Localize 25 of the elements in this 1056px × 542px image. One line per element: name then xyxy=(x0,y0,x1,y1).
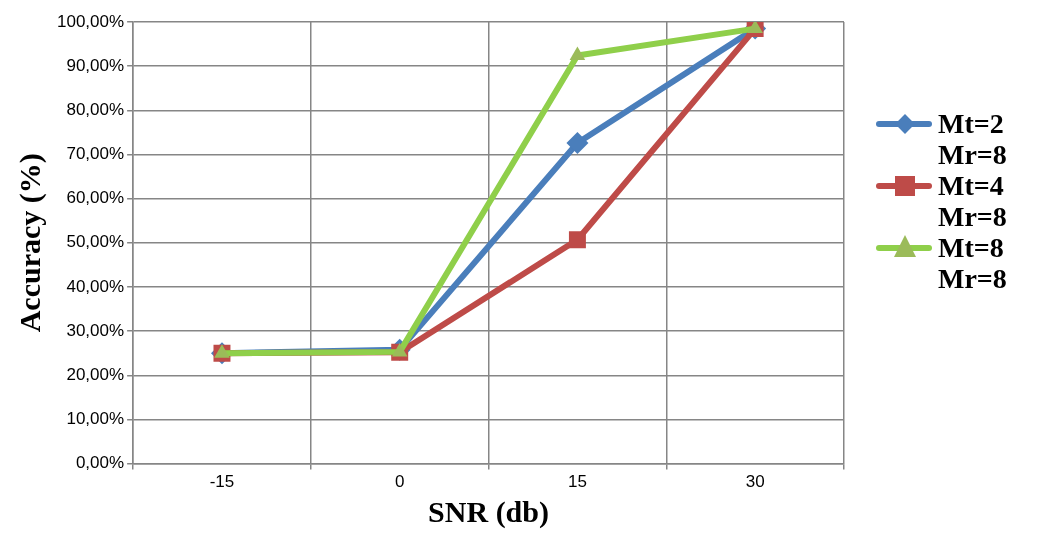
point xyxy=(747,22,763,34)
y-tick-label: 70,00% xyxy=(66,144,125,164)
x-tick-label: 0 xyxy=(394,472,405,492)
point xyxy=(568,231,586,249)
y-tick-label: 20,00% xyxy=(66,364,125,384)
y-tick-label: 40,00% xyxy=(66,276,125,296)
legend-label: Mt=4 Mr=8 xyxy=(938,170,1008,232)
point xyxy=(214,344,230,358)
x-tick-label: 30 xyxy=(745,472,765,492)
y-axis-title: Accuracy (%) xyxy=(12,153,47,333)
y-tick-label: 0,00% xyxy=(75,453,125,473)
y-tick-label: 60,00% xyxy=(66,188,125,208)
y-tick-label: 90,00% xyxy=(66,55,125,75)
y-tick-label: 80,00% xyxy=(66,100,125,120)
y-tick-label: 50,00% xyxy=(66,232,125,252)
legend-label: Mt=2 Mr=8 xyxy=(938,108,1008,170)
point xyxy=(569,46,586,61)
x-tick-label: -15 xyxy=(209,472,235,492)
point xyxy=(566,132,589,154)
y-tick-label: 10,00% xyxy=(66,409,125,429)
x-tick-label: 15 xyxy=(567,472,587,492)
y-tick-label: 100,00% xyxy=(56,11,125,31)
legend-label: Mt=8 Mr=8 xyxy=(938,232,1008,294)
y-tick-label: 30,00% xyxy=(66,320,125,340)
x-axis-title: SNR (db) xyxy=(428,494,549,529)
